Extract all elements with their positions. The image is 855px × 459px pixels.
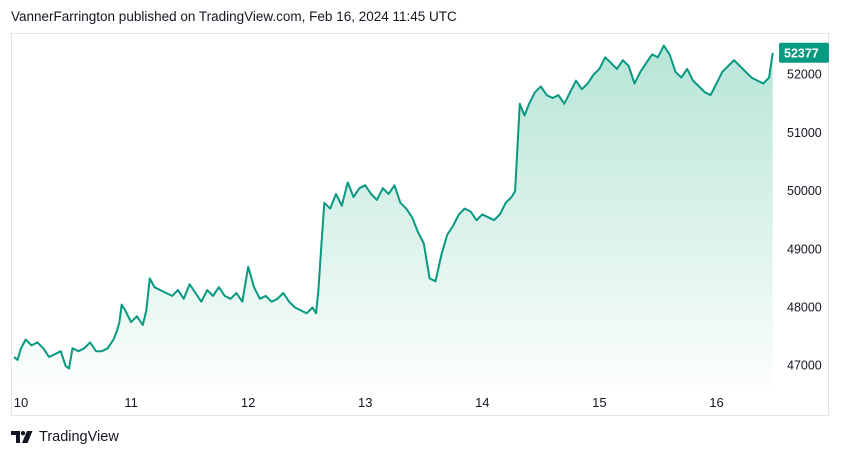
x-tick-label: 14	[475, 395, 489, 410]
x-axis: 10 11 12 13 14 15 16	[14, 395, 724, 410]
footer-brand: TradingView	[11, 429, 119, 445]
brand-name: TradingView	[39, 429, 119, 445]
y-axis: 47000 48000 49000 50000 51000 52000	[787, 68, 822, 373]
x-tick-label: 11	[124, 395, 138, 410]
y-tick-label: 52000	[787, 68, 822, 82]
y-tick-label: 47000	[787, 359, 822, 373]
last-price-label: 52377	[784, 46, 819, 60]
x-tick-label: 16	[709, 395, 723, 410]
tradingview-logo-icon	[11, 431, 33, 443]
x-tick-label: 15	[592, 395, 606, 410]
publish-info: VannerFarrington published on TradingVie…	[11, 9, 457, 24]
chart-frame[interactable]: 47000 48000 49000 50000 51000 52000 10 11 12 13 1…	[11, 33, 829, 416]
y-tick-label: 51000	[787, 126, 822, 140]
y-tick-label: 49000	[787, 242, 822, 256]
series-area-fill	[14, 45, 773, 389]
x-tick-label: 10	[14, 395, 28, 410]
y-tick-label: 50000	[787, 184, 822, 198]
y-tick-label: 48000	[787, 301, 822, 315]
last-price-badge: 52377	[779, 42, 829, 63]
series-line[interactable]	[13, 44, 774, 370]
x-tick-label: 13	[358, 395, 372, 410]
last-price-badge-bg	[779, 42, 829, 63]
x-tick-label: 12	[241, 395, 255, 410]
